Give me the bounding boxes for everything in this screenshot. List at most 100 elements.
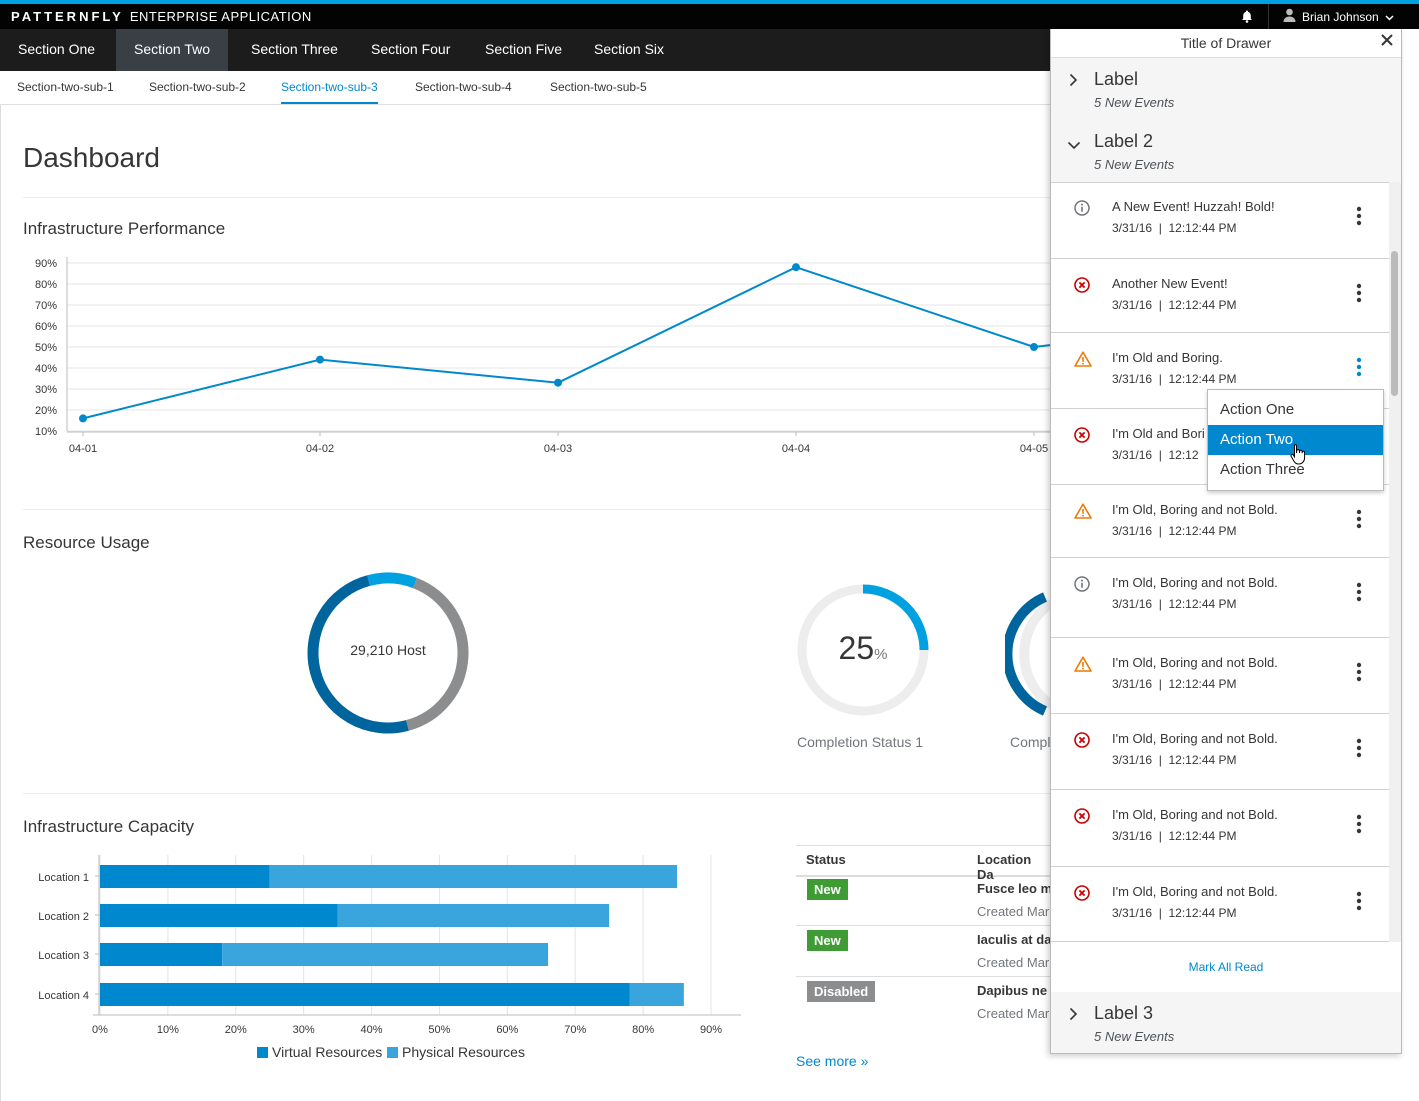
x-tick-label: 10% bbox=[157, 1024, 179, 1036]
bar-segment[interactable] bbox=[100, 865, 270, 888]
category-label: Location 2 bbox=[38, 911, 89, 923]
data-point[interactable] bbox=[79, 414, 87, 423]
nav-section-five[interactable]: Section Five bbox=[485, 41, 563, 57]
event-timestamp: 3/31/16 | 12:12:44 PM bbox=[1112, 221, 1237, 235]
event-list: A New Event! Huzzah! Bold! 3/31/16 | 12:1… bbox=[1051, 182, 1389, 942]
capacity-bar-chart: 0% 10% 20% 30% 40% 50% 60% 70% 80% 90% Location 1 L… bbox=[38, 855, 741, 1060]
data-point[interactable] bbox=[1030, 343, 1038, 351]
data-point[interactable] bbox=[316, 355, 324, 364]
legend-label: Physical Resources bbox=[402, 1044, 525, 1060]
drawer-event[interactable]: A New Event! Huzzah! Bold! 3/31/16 | 12:1… bbox=[1051, 182, 1389, 259]
donut-slice[interactable] bbox=[307, 575, 409, 734]
completion-donut-chart bbox=[797, 584, 929, 716]
nav-section-three[interactable]: Section Three bbox=[251, 41, 338, 57]
category-label: Location 1 bbox=[38, 872, 89, 884]
donut-slice[interactable] bbox=[405, 577, 469, 731]
column-header-location[interactable]: Location Da bbox=[977, 852, 1032, 882]
row-divider bbox=[796, 976, 1051, 977]
drawer-event[interactable]: I'm Old, Boring and not Bold. 3/31/16 | 1… bbox=[1051, 485, 1389, 558]
event-timestamp: 3/31/16 | 12:12:44 PM bbox=[1112, 597, 1237, 611]
kebab-icon[interactable] bbox=[1356, 891, 1362, 916]
donut-slice[interactable] bbox=[367, 572, 417, 589]
subnav-item-3[interactable]: Section-two-sub-3 bbox=[281, 71, 378, 104]
drawer-group-label-3[interactable]: Label 3 5 New Events bbox=[1051, 992, 1401, 1053]
info-icon bbox=[1074, 200, 1090, 221]
see-more-link[interactable]: See more » bbox=[796, 1053, 869, 1069]
event-title: I'm Old, Boring and not Bold. bbox=[1112, 884, 1278, 899]
subnav-item-4[interactable]: Section-two-sub-4 bbox=[415, 80, 512, 94]
x-tick-label: 04-05 bbox=[1020, 443, 1048, 455]
menu-item-action-one[interactable]: Action One bbox=[1220, 401, 1295, 418]
group-subtitle: 5 New Events bbox=[1094, 1029, 1175, 1044]
drawer-event[interactable]: I'm Old, Boring and not Bold. 3/31/16 | 1… bbox=[1051, 638, 1389, 714]
user-menu[interactable]: Brian Johnson bbox=[1283, 8, 1394, 25]
resource-usage-title: Resource Usage bbox=[23, 533, 150, 552]
legend-swatch bbox=[257, 1047, 268, 1058]
column-header-status[interactable]: Status bbox=[806, 852, 846, 867]
y-tick-label: 40% bbox=[35, 363, 57, 375]
kebab-icon[interactable] bbox=[1356, 509, 1362, 534]
subnav-item-2[interactable]: Section-two-sub-2 bbox=[149, 80, 246, 94]
subnav-item-1[interactable]: Section-two-sub-1 bbox=[17, 80, 114, 94]
bar-segment[interactable] bbox=[269, 865, 678, 888]
drawer-event[interactable]: I'm Old, Boring and not Bold. 3/31/16 | 1… bbox=[1051, 867, 1389, 942]
bar-segment[interactable] bbox=[100, 983, 630, 1006]
group-title: Label 3 bbox=[1094, 1003, 1154, 1023]
divider bbox=[23, 197, 1051, 198]
y-tick-label: 50% bbox=[35, 342, 57, 354]
kebab-icon[interactable] bbox=[1356, 814, 1362, 839]
subnav-item-5[interactable]: Section-two-sub-5 bbox=[550, 80, 647, 94]
x-tick-label: 20% bbox=[225, 1024, 247, 1036]
nav-section-two[interactable]: Section Two bbox=[116, 29, 229, 71]
bar-segment[interactable] bbox=[222, 943, 549, 966]
completion-unit: % bbox=[874, 646, 888, 663]
chevron-right-icon bbox=[1069, 73, 1078, 92]
data-point[interactable] bbox=[792, 263, 800, 272]
kebab-icon[interactable] bbox=[1356, 738, 1362, 763]
primary-nav: Section One Section Two Section Three Se… bbox=[0, 29, 1050, 71]
nav-section-four[interactable]: Section Four bbox=[371, 41, 451, 57]
chevron-down-icon bbox=[1067, 137, 1081, 155]
legend-swatch bbox=[387, 1047, 398, 1058]
mark-all-read-link[interactable]: Mark All Read bbox=[1051, 942, 1401, 993]
event-title: I'm Old, Boring and not Bold. bbox=[1112, 502, 1278, 517]
host-donut-chart bbox=[307, 572, 469, 734]
bell-icon[interactable] bbox=[1241, 10, 1253, 28]
category-label: Location 3 bbox=[38, 950, 89, 962]
x-tick-label: 04-02 bbox=[306, 443, 334, 455]
completion-number: 25 bbox=[838, 630, 875, 666]
drawer-group-label[interactable]: Label 5 New Events bbox=[1051, 58, 1401, 121]
drawer-event[interactable]: I'm Old, Boring and not Bold. 3/31/16 | 1… bbox=[1051, 558, 1389, 638]
close-icon[interactable] bbox=[1381, 33, 1393, 51]
nav-section-one[interactable]: Section One bbox=[18, 41, 96, 57]
kebab-icon[interactable] bbox=[1356, 357, 1362, 382]
bar-segment[interactable] bbox=[629, 983, 684, 1006]
kebab-icon[interactable] bbox=[1356, 206, 1362, 231]
donut-slice[interactable] bbox=[862, 584, 929, 651]
scrollbar-thumb[interactable] bbox=[1391, 251, 1398, 396]
drawer-group-label-2[interactable]: Label 2 5 New Events bbox=[1051, 120, 1401, 183]
event-timestamp: 3/31/16 | 12:12:44 PM bbox=[1112, 829, 1237, 843]
series-line bbox=[82, 266, 1051, 420]
row-subtitle: Created Mar bbox=[977, 1006, 1050, 1021]
menu-item-action-three[interactable]: Action Three bbox=[1220, 461, 1305, 478]
status-badge: New bbox=[807, 879, 848, 900]
data-point[interactable] bbox=[554, 378, 562, 387]
brand-logo[interactable]: PATTERNFLY ENTERPRISE APPLICATION bbox=[11, 9, 312, 24]
y-tick-label: 70% bbox=[35, 300, 57, 312]
event-title: A New Event! Huzzah! Bold! bbox=[1112, 199, 1275, 214]
nav-section-six[interactable]: Section Six bbox=[594, 41, 665, 57]
kebab-icon[interactable] bbox=[1356, 662, 1362, 687]
donut-slice[interactable] bbox=[797, 584, 929, 716]
kebab-icon[interactable] bbox=[1356, 582, 1362, 607]
bar-segment[interactable] bbox=[100, 943, 223, 966]
event-title: I'm Old, Boring and not Bold. bbox=[1112, 731, 1278, 746]
event-title: I'm Old and Bori bbox=[1112, 426, 1205, 441]
drawer-event[interactable]: I'm Old, Boring and not Bold. 3/31/16 | 1… bbox=[1051, 790, 1389, 867]
drawer-event[interactable]: Another New Event! 3/31/16 | 12:12:44 PM bbox=[1051, 259, 1389, 333]
bar-segment[interactable] bbox=[337, 904, 610, 927]
group-title: Label bbox=[1094, 69, 1139, 89]
kebab-icon[interactable] bbox=[1356, 283, 1362, 308]
bar-segment[interactable] bbox=[100, 904, 338, 927]
drawer-event[interactable]: I'm Old, Boring and not Bold. 3/31/16 | 1… bbox=[1051, 714, 1389, 790]
